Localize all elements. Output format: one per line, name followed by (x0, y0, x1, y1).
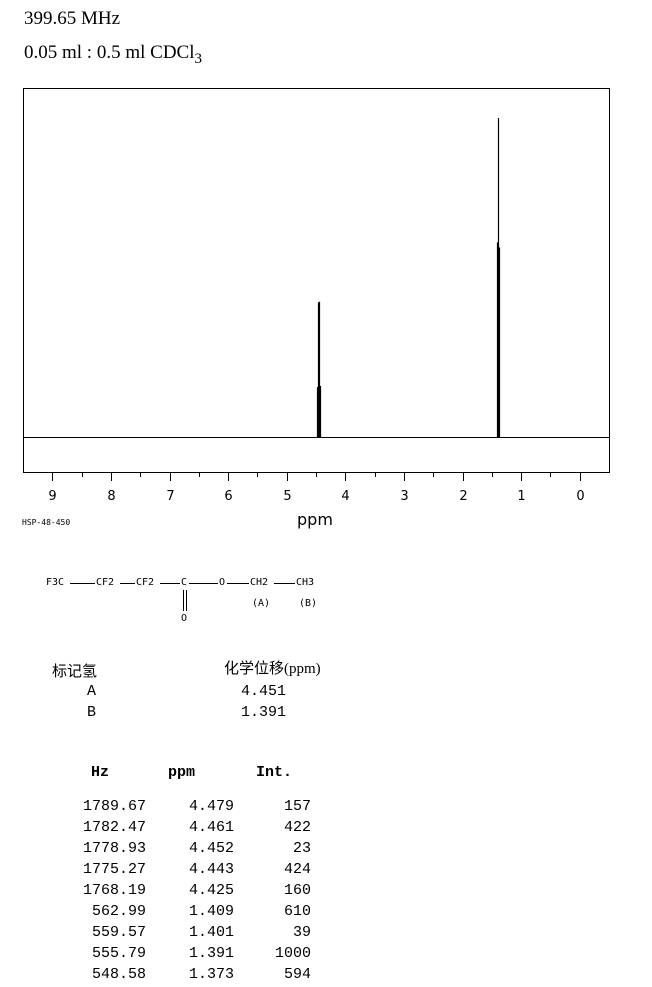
nmr-spectrum-chart: 9 8 7 6 5 4 3 2 1 0 (23, 88, 610, 504)
cell-ppm: 1.401 (188, 924, 234, 941)
assignment-label-b: B (87, 704, 97, 721)
spectrometer-frequency: 399.65 MHz (24, 8, 121, 29)
cell-int: 422 (283, 819, 311, 836)
x-tick-label: 6 (224, 489, 232, 504)
assignment-header-shift: 化学位移(ppm) (224, 661, 321, 677)
label-a: (A) (252, 598, 271, 609)
structure-ch2: CH2 (250, 577, 269, 588)
structure-ch3: CH3 (296, 577, 315, 588)
structure-carbonyl-o: O (181, 613, 188, 624)
x-tick-label: 1 (517, 489, 525, 504)
cell-hz: 1782.47 (82, 819, 146, 836)
cell-hz: 1775.27 (82, 861, 146, 878)
sample-text: 0.05 ml : 0.5 ml CDCl (24, 42, 195, 63)
cell-int: 1000 (274, 945, 311, 962)
x-tick-label: 4 (341, 489, 349, 504)
x-tick-label: 0 (576, 489, 584, 504)
x-tick-label: 5 (283, 489, 291, 504)
cell-ppm: 1.391 (188, 945, 234, 962)
sample-conditions: 0.05 ml : 0.5 ml CDCl3 (24, 42, 202, 68)
cell-ppm: 4.479 (188, 798, 234, 815)
col-header-hz: Hz (91, 764, 110, 781)
cell-hz: 562.99 (91, 903, 146, 920)
cell-int: 39 (292, 924, 311, 941)
col-header-int: Int. (256, 764, 293, 781)
structure-cf2-1: CF2 (96, 577, 115, 588)
sample-subscript: 3 (194, 50, 203, 67)
cell-hz: 559.57 (91, 924, 146, 941)
x-tick-label: 8 (107, 489, 115, 504)
cell-int: 610 (283, 903, 311, 920)
cell-int: 160 (283, 882, 311, 899)
cell-ppm: 4.425 (188, 882, 234, 899)
plot-frame (23, 88, 610, 473)
cell-hz: 1778.93 (82, 840, 146, 857)
cell-ppm: 4.452 (188, 840, 234, 857)
x-axis-label: ppm (297, 510, 333, 529)
spectrum-code: HSP-48-450 (22, 518, 71, 527)
cell-int: 157 (283, 798, 311, 815)
x-tick-label: 2 (459, 489, 467, 504)
x-tick-label: 3 (400, 489, 408, 504)
structure-cf2-2: CF2 (136, 577, 155, 588)
cell-ppm: 4.461 (188, 819, 234, 836)
x-tick-label: 7 (166, 489, 174, 504)
assignment-label-a: A (87, 683, 97, 700)
cell-ppm: 1.409 (188, 903, 234, 920)
cell-int: 424 (283, 861, 311, 878)
cell-hz: 1768.19 (82, 882, 146, 899)
cell-ppm: 1.373 (188, 966, 234, 983)
assignment-header-label: 标记氢 (52, 664, 98, 680)
structure-carbonyl-c: C (181, 577, 188, 588)
cell-hz: 1789.67 (82, 798, 146, 815)
cell-ppm: 4.443 (188, 861, 234, 878)
x-tick-label: 9 (48, 489, 56, 504)
structure-ester-o: O (219, 577, 226, 588)
cell-hz: 555.79 (91, 945, 146, 962)
label-b: (B) (299, 598, 318, 609)
col-header-ppm: ppm (168, 764, 196, 781)
assignment-shift-b: 1.391 (241, 704, 287, 721)
cell-hz: 548.58 (91, 966, 146, 983)
structure-f3c: F3C (46, 577, 65, 588)
cell-int: 594 (283, 966, 311, 983)
assignment-shift-a: 4.451 (241, 683, 287, 700)
cell-int: 23 (292, 840, 311, 857)
